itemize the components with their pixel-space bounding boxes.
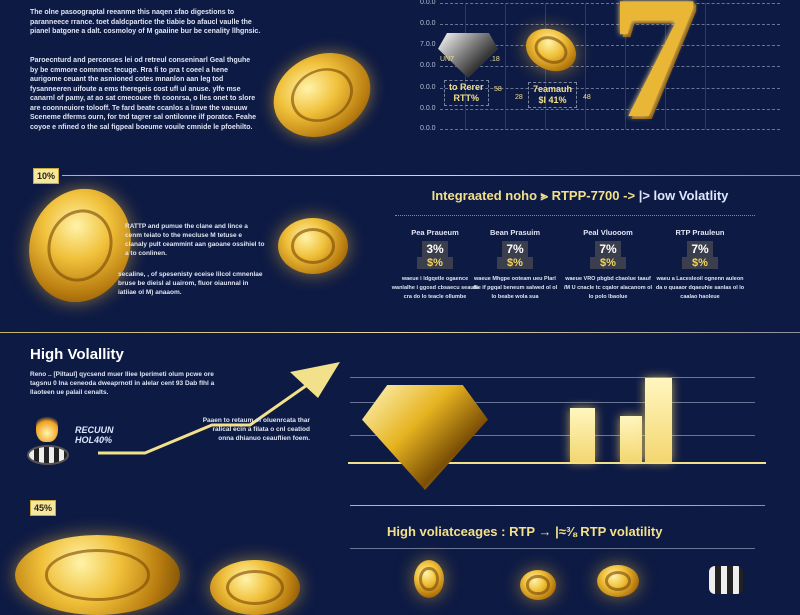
stat-label: RTP Prauleun — [675, 228, 725, 237]
section-divider — [62, 175, 800, 176]
top-chart-gridline — [440, 129, 780, 130]
diamond-side-tag: 58 — [494, 86, 502, 93]
stat-description: waeue Mhgpe ooteam ueu Plarl dle if pgqa… — [472, 276, 558, 300]
top-chart-axis-label: 0.0.0 — [420, 84, 436, 91]
intro-paragraph-2: Paroecnturd and perconses lei od retreul… — [30, 57, 256, 131]
top-chart-vgrid — [585, 3, 586, 129]
gold-coin-icon — [278, 218, 348, 274]
top-chart-axis-label: 0.0.0 — [420, 20, 436, 27]
top-chart-gridline — [440, 45, 780, 46]
gold-coin-stack-icon — [15, 535, 180, 615]
stat-label: Pea Praueum — [411, 228, 459, 237]
trend-arrow-head — [290, 362, 340, 398]
chart-gridline — [350, 377, 755, 378]
bottom-heading: High voliatceages : RTP → |≈⅜ RTP volati… — [387, 524, 663, 539]
stat-column: Peal Vluooom 7% $% waeue VRO pbgbd cbaolue … — [563, 228, 653, 302]
diamond-side-right: .18 — [490, 56, 500, 63]
diamond-rtp-tag: to Rerer RTT% — [444, 80, 489, 106]
section-divider — [350, 505, 765, 506]
dotted-divider — [395, 215, 755, 216]
top-chart-gridline — [440, 88, 780, 89]
stat-subvalue: $% — [682, 257, 718, 269]
fire-label: RECUUN HOL40% — [75, 425, 114, 445]
tag-line: $I 41% — [538, 95, 567, 105]
chart-bar — [570, 408, 595, 462]
percent-badge: 45% — [30, 500, 57, 516]
stat-label: Peal Vluooom — [583, 228, 633, 237]
fire-label-line: HOL40% — [75, 435, 113, 445]
stat-subvalue: $% — [417, 257, 453, 269]
stat-value: 7% — [687, 241, 713, 257]
tag-line: RTT% — [453, 93, 480, 103]
stat-value: 7% — [502, 241, 528, 257]
gold-chip-icon — [597, 565, 639, 597]
top-chart-gridline — [440, 24, 780, 25]
stat-label: Bean Prasuim — [489, 228, 541, 237]
chart-baseline — [348, 462, 766, 464]
trend-arrow — [98, 362, 340, 455]
top-chart-axis-label: 7.0.0 — [420, 41, 436, 48]
fire-icon — [36, 412, 58, 442]
top-chart-axis-label: 0.0.0 — [420, 62, 436, 69]
top-chart-gridline — [440, 66, 780, 67]
stat-subvalue: $% — [497, 257, 533, 269]
section-divider — [0, 332, 800, 333]
heading-gold: Integraated noho ⪢ RTPP-7700 -> — [431, 188, 636, 203]
stat-column: Bean Prasuim 7% $% waeue Mhgpe ooteam ueu P… — [470, 228, 560, 302]
fire-label-line: RECUUN — [75, 425, 114, 435]
low-text-2: secaline, , of spesenisty eceise lilcol … — [118, 271, 263, 296]
coin-left-label: 28 — [515, 94, 523, 101]
top-chart-axis-label: 0.0.0 — [420, 125, 436, 132]
heading-underline — [350, 548, 755, 549]
top-chart-gridline — [440, 109, 780, 110]
arrow-text: Paaen to retaum of oluenrcata thar ralic… — [202, 417, 310, 442]
poker-chips-icon — [27, 445, 69, 465]
lucky-seven: 7 — [610, 0, 698, 154]
trend-arrow-line — [98, 381, 311, 455]
top-chart-gridline — [440, 3, 780, 4]
stat-description: waeue VRO pbgbd cbaolue taauf /M U cnacl… — [563, 276, 653, 300]
top-chart-axis-label: 0.0.0 — [420, 105, 436, 112]
diamond-side-left: UN7 — [440, 56, 455, 63]
chart-gridline — [350, 435, 755, 436]
coin-rtp-tag: 7eamauh $I 41% — [528, 82, 578, 108]
top-chart-axis-label: 0.0.0 — [420, 0, 436, 6]
top-chart-vgrid — [665, 3, 666, 129]
stat-value: 3% — [422, 241, 448, 257]
top-chart-vgrid — [505, 3, 506, 129]
checkered-chip-stack-icon — [709, 566, 743, 594]
intro-paragraph-1: The olne pasoograptal reeanme this naqen… — [30, 9, 261, 35]
stat-column: RTP Prauleun 7% $% waeu a Lacesleoil ognenn… — [655, 228, 745, 302]
gold-chip-icon — [414, 560, 444, 598]
chart-bar — [645, 378, 672, 462]
stat-description: waeu a Lacesleoil ognenn auleon da o qua… — [655, 276, 745, 300]
stat-description: waeue i ldgqetle ogaence wanlalhe i ggos… — [391, 276, 479, 300]
chart-gridline — [350, 402, 755, 403]
high-volatility-title: High Volallity — [30, 346, 124, 363]
top-chart-vgrid — [625, 3, 626, 129]
tag-line: 7eamauh — [533, 84, 573, 94]
low-text-1: RATTP and pumue the clane and lince a ce… — [125, 223, 265, 257]
tag-line: to Rerer — [449, 82, 484, 92]
low-volatility-heading: Integraated noho ⪢ RTPP-7700 -> |> low V… — [360, 188, 800, 204]
gold-coin-icon — [210, 560, 300, 615]
top-chart-vgrid — [705, 3, 706, 129]
heading-blue: |> low Volatlity — [638, 188, 729, 203]
high-volatility-text: Reno .. [Piltaul] qycsend muer lliee lpe… — [30, 371, 215, 396]
stat-subvalue: $% — [590, 257, 626, 269]
coin-right-label: 48 — [583, 94, 591, 101]
stat-column: Pea Praueum 3% $% waeue i ldgqetle ogaence … — [390, 228, 480, 302]
percent-badge: 10% — [33, 168, 60, 184]
chart-bar — [620, 416, 642, 462]
stat-value: 7% — [595, 241, 621, 257]
gold-chip-icon — [520, 570, 556, 600]
